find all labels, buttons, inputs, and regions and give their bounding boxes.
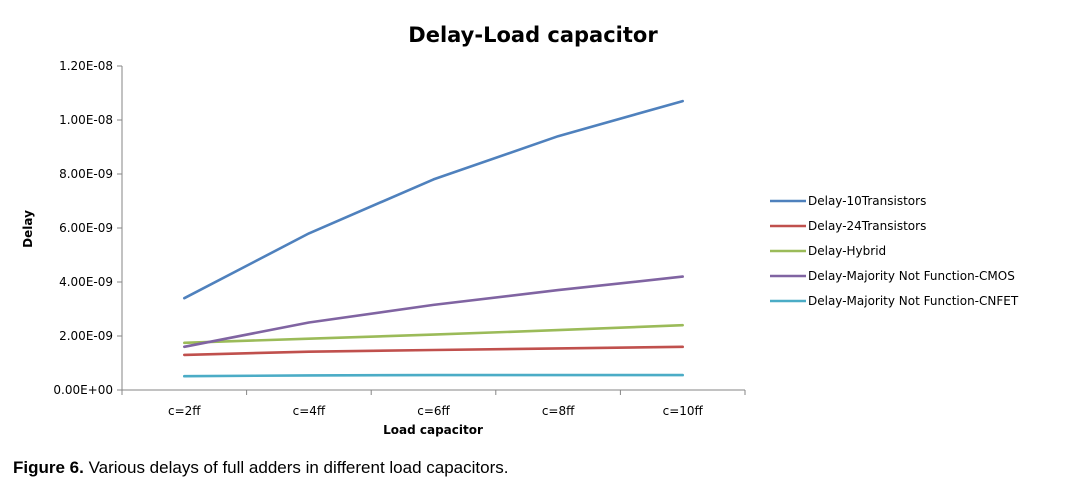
series-line-1 (183, 99, 685, 300)
legend-label: Delay-Majority Not Function-CMOS (808, 269, 1015, 283)
chart: Delay-Load capacitor 0.00E+00 2.00E-09 4.0… (21, 23, 1019, 437)
x-tick-label: c=2ff (168, 404, 201, 418)
series-layer (183, 99, 685, 378)
series-line-5 (183, 373, 685, 378)
series-line-2 (183, 345, 685, 357)
legend: Delay-10Transistors Delay-24Transistors De… (770, 194, 1019, 308)
y-axis: 0.00E+00 2.00E-09 4.00E-09 6.00E-09 8.00E-09… (53, 59, 123, 397)
x-axis-label: Load capacitor (383, 423, 483, 437)
y-tick-label: 6.00E-09 (59, 221, 113, 235)
chart-title: Delay-Load capacitor (408, 23, 658, 47)
y-tick-label: 2.00E-09 (59, 329, 113, 343)
x-tick-label: c=8ff (542, 404, 575, 418)
y-axis-label: Delay (21, 210, 35, 248)
x-tick-label: c=6ff (417, 404, 450, 418)
y-tick-label: 8.00E-09 (59, 167, 113, 181)
series-line-3 (183, 323, 685, 345)
y-tick-label: 1.00E-08 (59, 113, 113, 127)
y-tick-label: 0.00E+00 (53, 383, 113, 397)
legend-label: Delay-Majority Not Function-CNFET (808, 294, 1019, 308)
legend-label: Delay-10Transistors (808, 194, 926, 208)
y-tick-label: 1.20E-08 (59, 59, 113, 73)
legend-label: Delay-24Transistors (808, 219, 926, 233)
x-tick-label: c=4ff (293, 404, 326, 418)
y-tick-label: 4.00E-09 (59, 275, 113, 289)
x-tick-label: c=10ff (663, 404, 704, 418)
x-axis: c=2ff c=4ff c=6ff c=8ff c=10ff (121, 389, 746, 418)
figure-caption: Figure 6. Various delays of full adders … (13, 458, 508, 478)
series-line-4 (183, 275, 685, 349)
figure-caption-text: Various delays of full adders in differe… (83, 458, 509, 477)
legend-label: Delay-Hybrid (808, 244, 886, 258)
figure-caption-label: Figure 6. (13, 458, 84, 477)
